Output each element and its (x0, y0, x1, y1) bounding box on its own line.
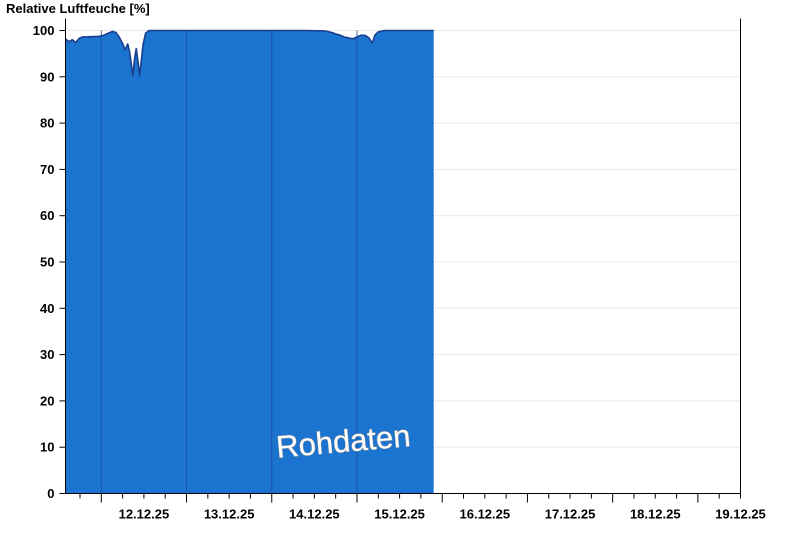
x-tick-label: 18.12.25 (630, 507, 681, 522)
y-tick-label: 50 (40, 255, 54, 270)
y-tick-label: 30 (40, 347, 54, 362)
series-area-fill (65, 30, 434, 494)
y-tick-label: 90 (40, 69, 54, 84)
y-tick-label: 20 (40, 393, 54, 408)
y-tick-label: 0 (47, 486, 54, 501)
x-tick-label: 16.12.25 (460, 507, 511, 522)
x-tick-label: 13.12.25 (204, 507, 255, 522)
y-tick-label: 40 (40, 301, 54, 316)
y-tick-label: 70 (40, 162, 54, 177)
series-line (64, 29, 434, 77)
data-series-area (64, 29, 434, 494)
y-tick-label: 10 (40, 440, 54, 455)
axis-lines (65, 18, 741, 494)
y-tick-label: 80 (40, 116, 54, 131)
y-tick-label: 60 (40, 208, 54, 223)
chart-title: Relative Luftfeuche [%] (6, 1, 150, 16)
y-tick-label: 100 (33, 23, 55, 38)
y-axis-ticks: 0 10 20 30 40 50 60 70 80 90 100 (33, 23, 66, 501)
x-axis-ticks: 12.12.25 13.12.25 14.12.25 15.12.25 16.12.25… (79, 493, 766, 522)
x-tick-label: 17.12.25 (545, 507, 596, 522)
x-tick-label: 14.12.25 (289, 507, 340, 522)
x-tick-label: 19.12.25 (715, 507, 766, 522)
x-tick-label: 15.12.25 (374, 507, 425, 522)
x-tick-label: 12.12.25 (119, 507, 170, 522)
